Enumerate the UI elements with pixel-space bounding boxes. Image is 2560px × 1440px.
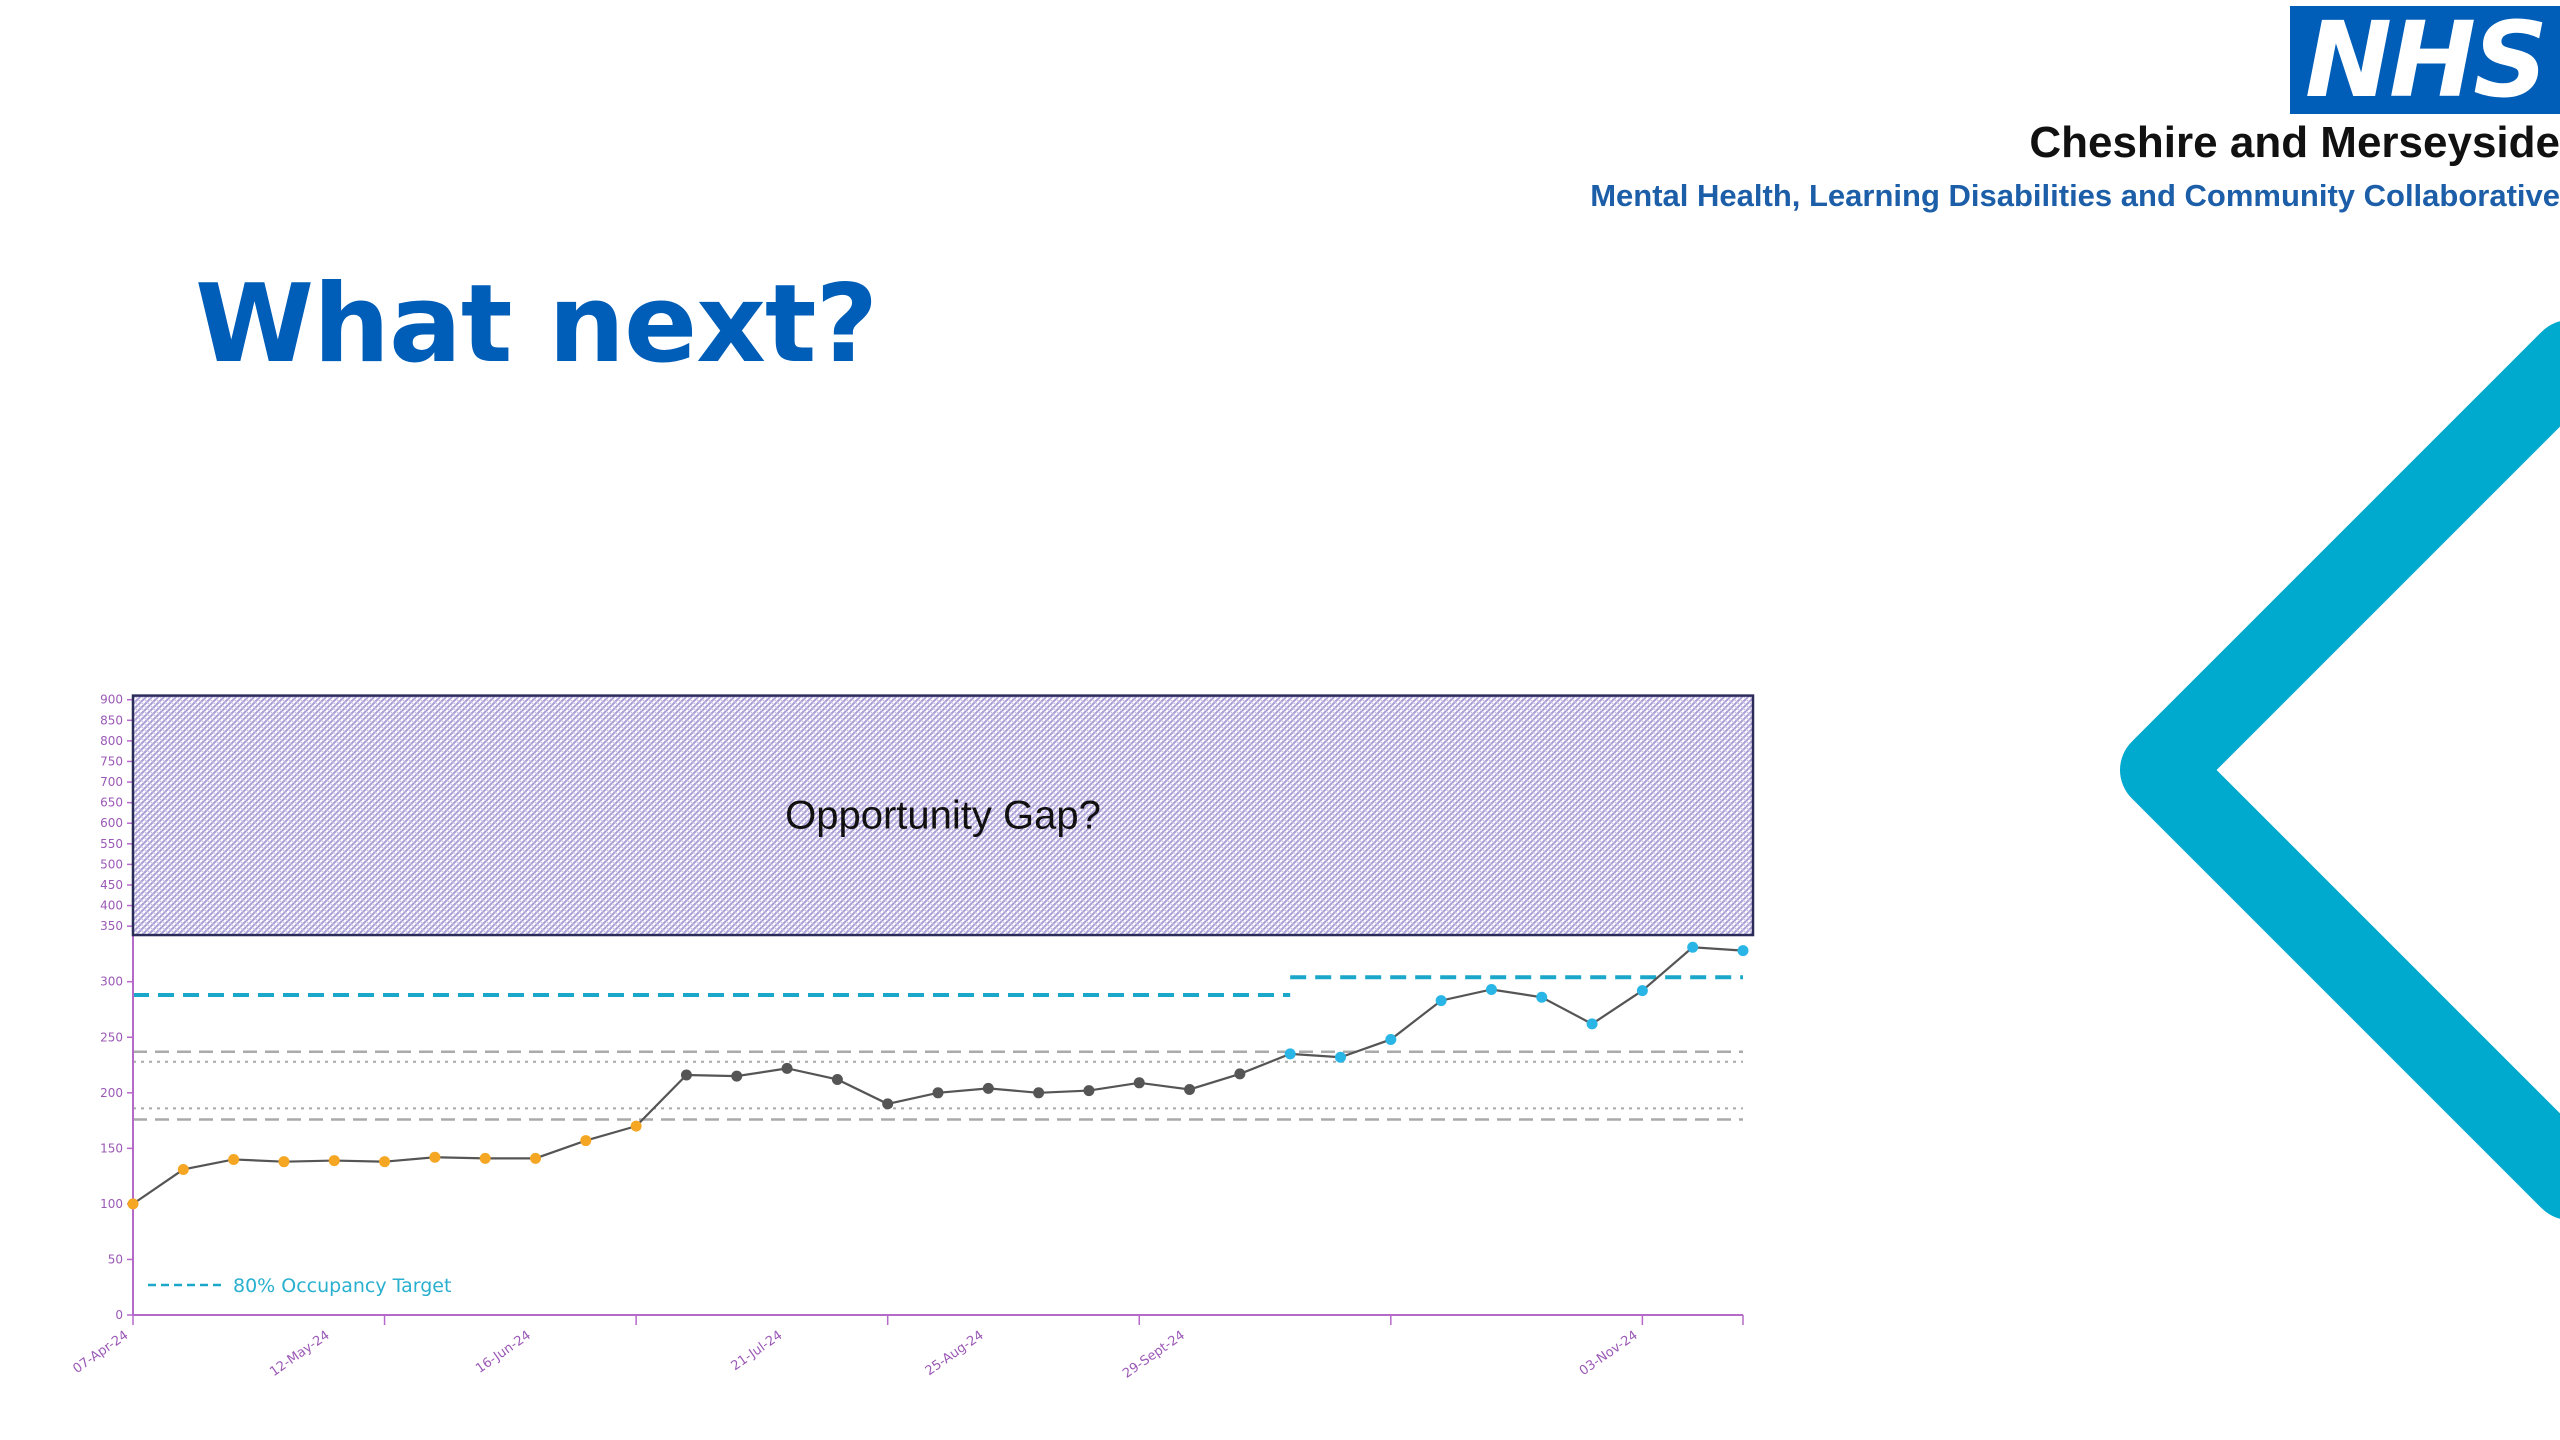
data-point — [1335, 1051, 1346, 1063]
y-tick-label: 800 — [100, 734, 123, 748]
data-point — [680, 1069, 692, 1081]
target-lines — [133, 975, 1743, 998]
data-point — [429, 1151, 441, 1163]
data-point — [1083, 1085, 1095, 1097]
data-point — [982, 1082, 994, 1094]
opportunity-gap-label: Opportunity Gap? — [785, 793, 1101, 837]
data-point — [328, 1155, 340, 1167]
x-tick-label: 25-Aug-24 — [923, 1328, 987, 1379]
x-tick-label: 16-Jun-24 — [473, 1328, 534, 1377]
data-point — [177, 1163, 189, 1175]
y-tick-label: 350 — [100, 919, 123, 933]
x-tick-label: 03-Nov-24 — [1577, 1328, 1641, 1379]
y-tick-label: 0 — [115, 1308, 123, 1322]
data-point — [278, 1156, 290, 1168]
data-point — [1586, 1018, 1598, 1030]
data-point — [1737, 945, 1749, 957]
legend: 80% Occupancy Target — [148, 1275, 451, 1297]
data-point — [379, 1156, 391, 1168]
y-tick-label: 650 — [100, 796, 123, 810]
data-point — [479, 1152, 491, 1164]
chevron-shape — [2120, 321, 2560, 1219]
y-tick-label: 550 — [100, 837, 123, 851]
chevron-decoration — [2120, 321, 2560, 1219]
y-tick-label: 900 — [100, 693, 123, 707]
data-point — [1636, 985, 1648, 997]
data-point — [1435, 995, 1447, 1007]
data-point — [580, 1135, 592, 1147]
y-tick-label: 50 — [108, 1252, 123, 1266]
x-tick-label: 21-Jul-24 — [729, 1328, 786, 1374]
data-point — [1133, 1077, 1145, 1089]
data-point — [1284, 1048, 1296, 1060]
y-tick-label: 700 — [100, 775, 123, 789]
y-tick-label: 100 — [100, 1197, 123, 1211]
legend-label: 80% Occupancy Target — [233, 1275, 451, 1297]
data-point — [630, 1120, 642, 1132]
data-point — [1485, 983, 1497, 995]
data-point — [1234, 1068, 1246, 1080]
series-line — [132, 946, 1744, 1205]
data-point — [932, 1087, 944, 1099]
y-tick-label: 450 — [100, 878, 123, 892]
limit-lines — [133, 1050, 1743, 1121]
data-point — [530, 1152, 541, 1164]
org-name: Cheshire and Merseyside — [2029, 118, 2560, 167]
data-point — [731, 1070, 743, 1082]
y-tick-label: 250 — [100, 1030, 123, 1044]
occupancy-chart: 0 50 100 150 200 250 300 350 400 450 500 550 600 650 7… — [70, 693, 1755, 1382]
x-tick-label: 29-Sept-24 — [1120, 1328, 1188, 1382]
data-point — [1033, 1087, 1045, 1099]
nhs-logo: NHS — [2290, 6, 2560, 114]
data-point — [127, 1198, 139, 1210]
x-tick-label: 12-May-24 — [267, 1328, 332, 1380]
y-tick-label: 500 — [100, 857, 123, 871]
y-tick-label: 150 — [100, 1141, 123, 1155]
y-tick-label: 600 — [100, 816, 123, 830]
y-tick-label: 300 — [100, 975, 123, 989]
data-point — [831, 1073, 843, 1085]
y-tick-label: 200 — [100, 1086, 123, 1100]
slide-title: What next? — [195, 262, 878, 387]
data-point — [882, 1098, 894, 1110]
org-subtitle: Mental Health, Learning Disabilities and… — [1590, 178, 2560, 213]
opportunity-gap: Opportunity Gap? — [131, 694, 1755, 937]
data-point — [1536, 991, 1548, 1003]
y-tick-label: 850 — [100, 713, 123, 727]
data-point — [1385, 1033, 1397, 1045]
data-point — [1687, 941, 1699, 953]
data-series — [127, 941, 1749, 1210]
y-tick-label: 750 — [100, 754, 123, 768]
x-tick-label: 07-Apr-24 — [70, 1328, 131, 1377]
opportunity-gap-box — [131, 694, 1755, 937]
data-point — [781, 1062, 793, 1074]
y-tick-label: 400 — [100, 899, 123, 913]
data-point — [228, 1153, 240, 1165]
data-point — [1184, 1083, 1196, 1095]
